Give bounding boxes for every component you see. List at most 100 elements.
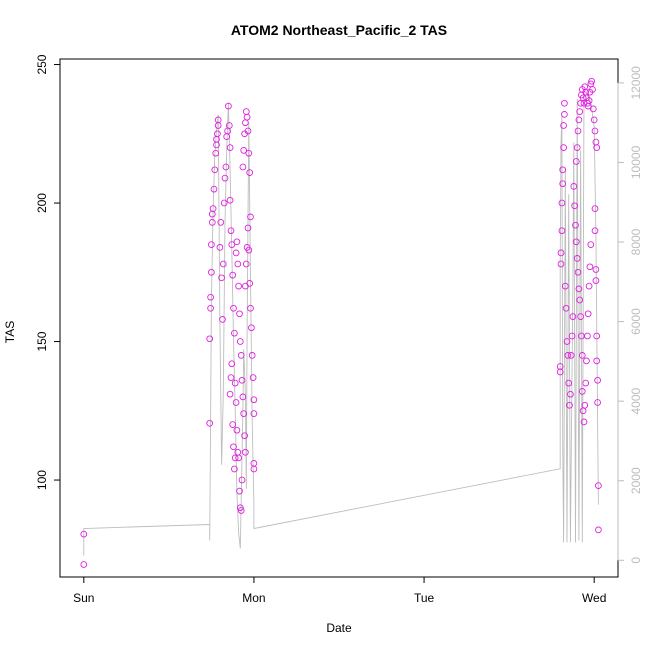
data-point [581,401,589,409]
data-point [239,163,247,171]
data-point [572,158,580,165]
data-point [594,399,601,406]
data-point [80,561,88,568]
data-point [250,465,258,473]
data-point [209,205,217,212]
data-point [231,454,239,462]
data-point [232,249,240,257]
data-point [226,390,234,398]
data-point [576,296,584,304]
data-point [242,260,250,268]
data-point [225,122,233,129]
data-point [565,379,573,387]
data-point [231,465,238,473]
data-point [245,246,253,254]
data-point [585,97,593,104]
data-point [228,360,236,368]
data-point [206,335,214,343]
data-point [244,224,252,232]
data-point [248,324,255,332]
data-point [574,127,582,135]
right-y-tick-label: 4000 [629,387,643,414]
chart-title: ATOM2 Northeast_Pacific_2 TAS [231,22,447,38]
data-point [573,255,581,262]
data-point [243,113,251,121]
data-point [249,374,257,381]
plot-frame [59,58,619,578]
data-point [568,332,576,340]
data-point [231,329,238,337]
data-point [229,421,237,428]
data-point [567,352,575,359]
data-point [582,379,590,387]
data-point [226,144,234,151]
x-axis-label: Date [326,621,352,635]
data-point [238,376,246,384]
plot-area: Sun Mon Tue Wed 100 150 200 250 0 2000 4000 6000 800… [35,54,643,605]
data-point [210,185,218,193]
data-point [226,196,234,204]
data-point [241,432,248,440]
data-point [208,210,216,218]
data-point [221,174,229,182]
data-point [574,268,582,276]
data-point [577,99,584,107]
data-point [567,390,574,398]
data-point [584,310,592,318]
data-point [237,507,245,514]
right-y-tick-label: 6000 [629,308,643,335]
data-point [569,313,577,320]
data-point [590,116,598,124]
data-point [250,396,258,404]
data-point [230,443,237,451]
data-point [573,144,581,151]
data-point [592,277,600,284]
y-axis-label: TAS [3,321,17,343]
data-point [222,163,230,171]
y-tick-label: 100 [35,470,49,490]
data-point [236,310,243,318]
data-point [558,199,566,207]
data-point [558,227,566,235]
data-point [592,138,600,146]
data-point [236,338,244,345]
data-point [240,147,248,154]
data-point [208,241,215,248]
data-point [592,266,600,273]
data-point [247,304,254,312]
data-point [231,379,239,387]
data-point [206,419,214,427]
data-point [211,166,219,174]
data-point [594,376,601,384]
data-point [560,144,567,151]
data-point [233,426,241,434]
data-point [584,332,591,340]
data-point [225,102,232,110]
right-y-tick-label: 8000 [629,228,643,255]
data-point [214,130,221,138]
data-point [583,357,590,365]
x-tick-label: Wed [582,591,606,605]
data-point [212,149,220,157]
data-point [217,219,225,226]
data-point [250,410,258,417]
data-point [227,227,235,235]
data-point [585,282,593,290]
data-point [218,274,225,282]
data-point [575,285,583,293]
x-tick-label: Sun [73,591,94,605]
data-point [589,86,596,93]
data-point [572,221,579,229]
data-point [580,418,588,426]
data-point [230,304,237,312]
data-point [245,149,253,157]
data-point [561,99,568,107]
data-point [238,476,246,484]
data-point [586,263,594,271]
right-y-tick-label: 2000 [629,467,643,494]
data-point [559,166,567,174]
data-point [577,313,584,320]
data-point [595,526,602,534]
data-point [560,122,567,129]
data-point [244,127,252,135]
